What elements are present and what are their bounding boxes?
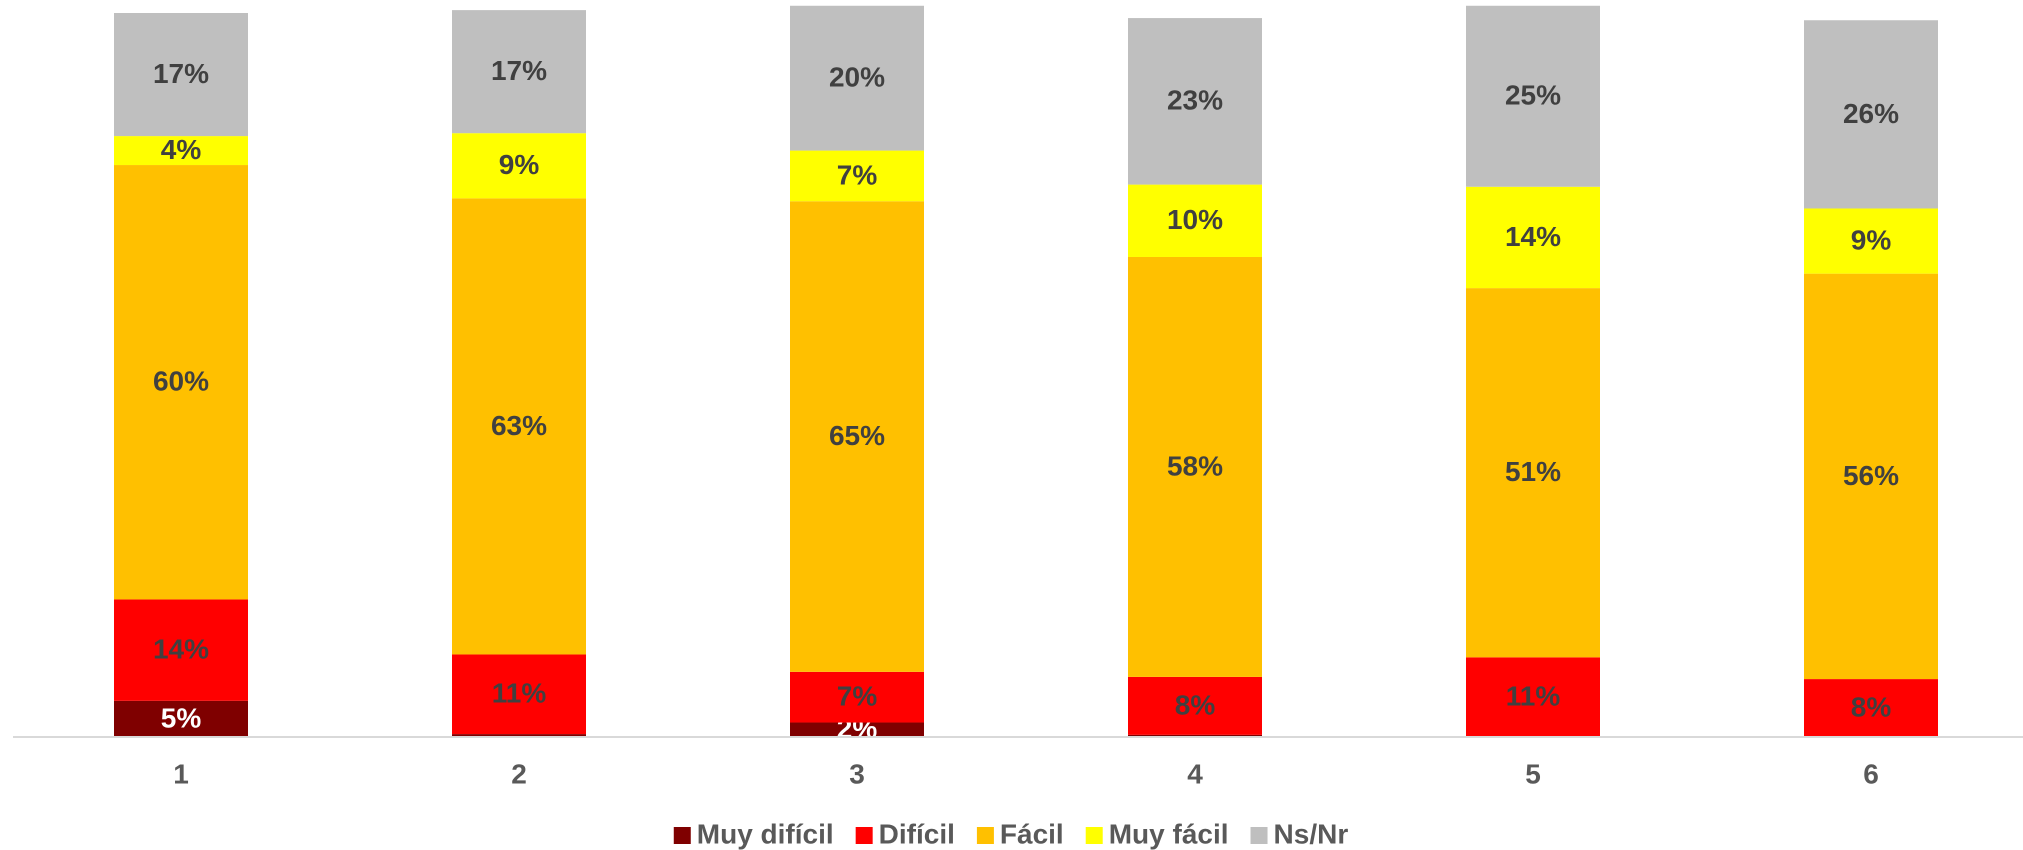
data-label: 4% bbox=[161, 134, 202, 165]
data-label: 5% bbox=[161, 702, 202, 733]
x-tick-label: 4 bbox=[1187, 758, 1203, 789]
data-label: 8% bbox=[1175, 689, 1216, 720]
bar-segment bbox=[790, 150, 924, 202]
bar-segment bbox=[452, 198, 586, 655]
bar-segment bbox=[114, 136, 248, 166]
bar-segment bbox=[1466, 657, 1600, 737]
bar-segment bbox=[452, 734, 586, 737]
bar-segment bbox=[1804, 273, 1938, 680]
data-label: 60% bbox=[153, 366, 209, 397]
data-label: 10% bbox=[1167, 204, 1223, 235]
data-label: 14% bbox=[1505, 221, 1561, 252]
legend-swatch bbox=[1250, 827, 1268, 844]
bar-segment bbox=[1128, 18, 1262, 185]
legend-swatch bbox=[673, 827, 691, 844]
data-label: 65% bbox=[829, 420, 885, 451]
data-label: 51% bbox=[1505, 456, 1561, 487]
legend-label: Difícil bbox=[879, 818, 955, 849]
data-label: 11% bbox=[1506, 681, 1561, 712]
bar-segment bbox=[114, 599, 248, 701]
data-label: 7% bbox=[837, 159, 878, 190]
data-label: 25% bbox=[1505, 80, 1561, 111]
data-label: 8% bbox=[1851, 691, 1892, 722]
data-label: 63% bbox=[491, 410, 547, 441]
bar-segment bbox=[114, 700, 248, 737]
bar-segment bbox=[1128, 256, 1262, 677]
bar-segment bbox=[790, 5, 924, 151]
bar-segment bbox=[1128, 734, 1262, 737]
bar-segment bbox=[1128, 184, 1262, 257]
bar-segment bbox=[1466, 288, 1600, 658]
legend-swatch bbox=[855, 827, 873, 844]
x-tick-label: 5 bbox=[1525, 758, 1541, 789]
data-label: 17% bbox=[491, 55, 547, 86]
x-tick-label: 1 bbox=[173, 758, 189, 789]
data-label: 9% bbox=[1851, 224, 1892, 255]
bar-segment bbox=[1466, 5, 1600, 187]
x-tick-label: 6 bbox=[1863, 758, 1879, 789]
bar-segment bbox=[790, 722, 924, 737]
bar-segment bbox=[1804, 679, 1938, 737]
bar-segment bbox=[790, 671, 924, 723]
legend-label: Ns/Nr bbox=[1274, 818, 1349, 849]
data-label: 9% bbox=[499, 149, 540, 180]
bar-segment bbox=[452, 654, 586, 735]
data-label: 11% bbox=[492, 678, 547, 709]
data-label: 17% bbox=[153, 58, 209, 89]
x-tick-label: 3 bbox=[849, 758, 865, 789]
legend-label: Muy fácil bbox=[1109, 818, 1229, 849]
bar-segment bbox=[1804, 208, 1938, 274]
data-label: 56% bbox=[1843, 460, 1899, 491]
bar-segment bbox=[452, 133, 586, 199]
data-label: 58% bbox=[1167, 450, 1223, 481]
bar-segment bbox=[114, 165, 248, 600]
legend-swatch bbox=[976, 827, 994, 844]
legend-label: Fácil bbox=[1000, 818, 1064, 849]
data-label: 26% bbox=[1843, 98, 1899, 129]
bar-segment bbox=[790, 201, 924, 672]
bar-segment bbox=[452, 10, 586, 134]
bar-segment bbox=[114, 13, 248, 137]
bar-segment bbox=[1466, 186, 1600, 289]
x-tick-label: 2 bbox=[511, 758, 527, 789]
data-label: 23% bbox=[1167, 85, 1223, 116]
bar-segment bbox=[1128, 676, 1262, 735]
data-label: 20% bbox=[829, 62, 885, 93]
bar-segment bbox=[1804, 20, 1938, 209]
data-label: 14% bbox=[153, 634, 209, 665]
legend-label: Muy difícil bbox=[697, 818, 834, 849]
legend-swatch bbox=[1085, 827, 1103, 844]
data-label: 7% bbox=[837, 681, 878, 712]
